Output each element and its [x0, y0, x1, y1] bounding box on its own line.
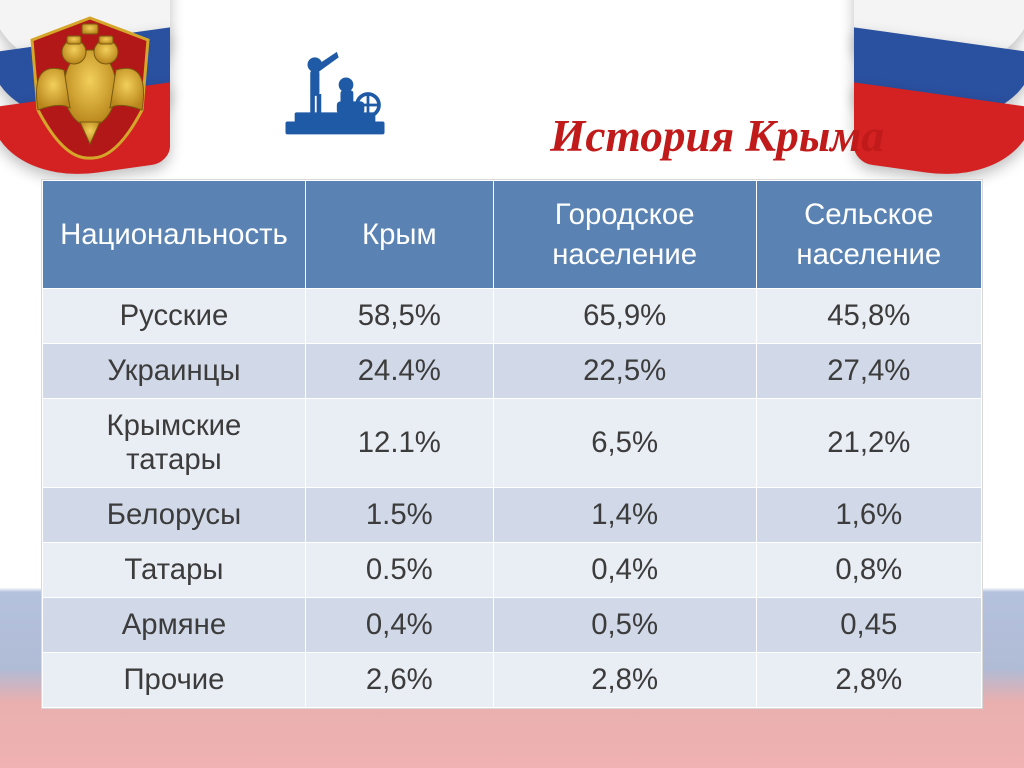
cell-value: 1,6%	[756, 488, 981, 543]
row-label: Татары	[43, 543, 306, 598]
table-row: Украинцы24.4%22,5%27,4%	[43, 344, 982, 399]
slide-root: История Крыма НациональностьКрымГородско…	[0, 0, 1024, 768]
cell-value: 2,6%	[305, 653, 493, 708]
row-label: Украинцы	[43, 344, 306, 399]
row-label: Армяне	[43, 598, 306, 653]
cell-value: 6,5%	[493, 399, 756, 488]
column-header: Городскоенаселение	[493, 181, 756, 289]
row-label: Русские	[43, 289, 306, 344]
table-row: Русские58,5%65,9%45,8%	[43, 289, 982, 344]
population-table: НациональностьКрымГородскоенаселениеСель…	[42, 180, 982, 708]
cell-value: 0,8%	[756, 543, 981, 598]
table-header: НациональностьКрымГородскоенаселениеСель…	[43, 181, 982, 289]
cell-value: 21,2%	[756, 399, 981, 488]
cell-value: 65,9%	[493, 289, 756, 344]
cell-value: 0.5%	[305, 543, 493, 598]
cell-value: 0,4%	[305, 598, 493, 653]
row-label: Крымские татары	[43, 399, 306, 488]
column-header: Национальность	[43, 181, 306, 289]
cell-value: 22,5%	[493, 344, 756, 399]
table-body: Русские58,5%65,9%45,8%Украинцы24.4%22,5%…	[43, 289, 982, 708]
table-row: Крымские татары12.1%6,5%21,2%	[43, 399, 982, 488]
cell-value: 2,8%	[756, 653, 981, 708]
row-label: Прочие	[43, 653, 306, 708]
coat-of-arms-icon	[20, 10, 160, 160]
cell-value: 0,45	[756, 598, 981, 653]
cell-value: 12.1%	[305, 399, 493, 488]
column-header: Крым	[305, 181, 493, 289]
cell-value: 24.4%	[305, 344, 493, 399]
table-row: Армяне0,4%0,5%0,45	[43, 598, 982, 653]
cell-value: 27,4%	[756, 344, 981, 399]
row-label: Белорусы	[43, 488, 306, 543]
column-header: Сельскоенаселение	[756, 181, 981, 289]
cell-value: 1.5%	[305, 488, 493, 543]
cell-value: 58,5%	[305, 289, 493, 344]
table-row: Белорусы1.5%1,4%1,6%	[43, 488, 982, 543]
monument-icon	[280, 48, 390, 145]
page-title: История Крыма	[550, 110, 884, 162]
cell-value: 2,8%	[493, 653, 756, 708]
table-row: Татары0.5%0,4%0,8%	[43, 543, 982, 598]
cell-value: 1,4%	[493, 488, 756, 543]
cell-value: 45,8%	[756, 289, 981, 344]
cell-value: 0,5%	[493, 598, 756, 653]
cell-value: 0,4%	[493, 543, 756, 598]
table-row: Прочие2,6%2,8%2,8%	[43, 653, 982, 708]
